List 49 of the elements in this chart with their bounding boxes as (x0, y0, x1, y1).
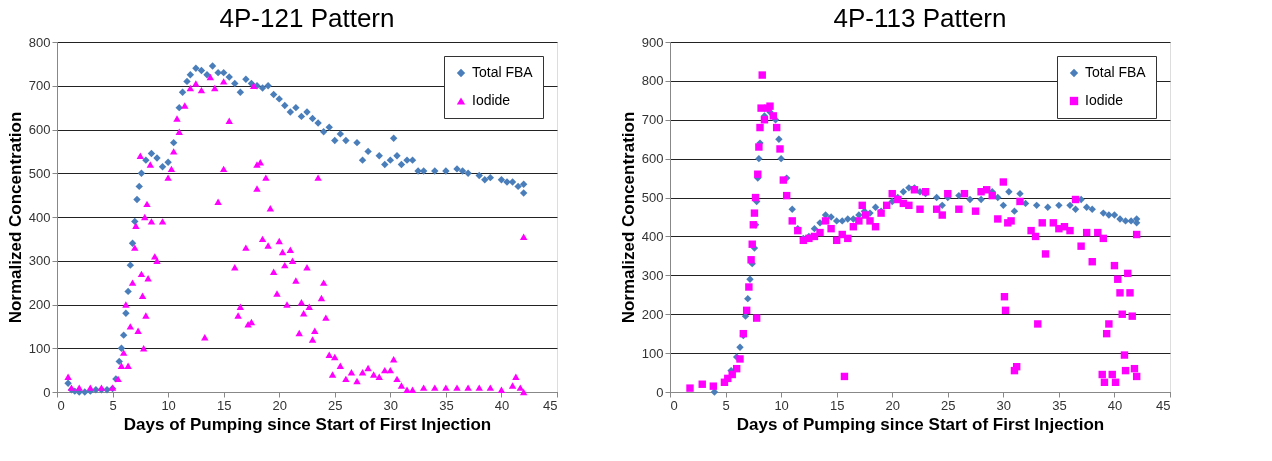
x-tick-label: 35 (439, 397, 454, 413)
y-tick-label: 600 (641, 151, 664, 167)
y-axis-title: Normalized Concentration (5, 111, 25, 324)
legend-label: Iodide (1085, 92, 1124, 108)
x-tick-label: 45 (1156, 397, 1171, 413)
x-tick-label: 35 (1052, 397, 1067, 413)
y-tick-label: 400 (641, 228, 664, 244)
chart-title: 4P-121 Pattern (219, 3, 395, 33)
x-tick-label: 0 (57, 397, 65, 413)
y-tick-label: 200 (28, 297, 51, 312)
y-tick-label: 100 (641, 345, 664, 361)
legend-label: Iodide (472, 92, 511, 108)
x-tick-label: 5 (722, 397, 730, 413)
x-tick-label: 25 (328, 397, 343, 413)
x-tick-label: 30 (383, 397, 399, 413)
x-tick-label: 30 (996, 397, 1012, 413)
x-tick-label: 10 (774, 397, 789, 413)
y-tick-label: 500 (641, 190, 664, 206)
x-tick-label: 20 (272, 397, 287, 413)
x-tick-label: 10 (161, 397, 176, 413)
y-tick-label: 400 (28, 209, 51, 225)
x-tick-label: 15 (216, 397, 232, 413)
y-tick-label: 700 (641, 112, 664, 128)
x-tick-label: 5 (109, 397, 117, 413)
y-tick-label: 800 (641, 73, 664, 89)
x-tick-label: 40 (494, 397, 510, 413)
y-tick-label: 0 (43, 384, 51, 400)
chart-title: 4P-113 Pattern (833, 3, 1007, 33)
y-tick-label: 100 (28, 340, 51, 356)
legend-label: Total FBA (472, 64, 534, 80)
y-tick-label: 900 (641, 34, 664, 50)
y-tick-label: 700 (28, 78, 51, 94)
x-tick-label: 45 (543, 397, 558, 413)
x-tick-label: 40 (1107, 397, 1123, 413)
y-tick-label: 300 (641, 267, 664, 283)
x-axis-title: Days of Pumping since Start of First Injection (736, 414, 1105, 434)
x-tick-label: 20 (885, 397, 900, 413)
y-tick-label: 300 (28, 253, 51, 269)
y-axis-title: Normalized Concentration (618, 111, 638, 324)
y-tick-label: 800 (28, 34, 51, 50)
y-tick-label: 600 (28, 122, 51, 137)
x-tick-label: 15 (829, 397, 845, 413)
x-tick-label: 25 (941, 397, 956, 413)
x-axis-title: Days of Pumping since Start of First Injection (123, 414, 492, 434)
y-tick-label: 200 (641, 306, 664, 322)
y-tick-label: 0 (656, 384, 664, 400)
legend-label: Total FBA (1085, 64, 1147, 80)
x-tick-label: 0 (670, 397, 678, 413)
y-tick-label: 500 (28, 165, 51, 181)
